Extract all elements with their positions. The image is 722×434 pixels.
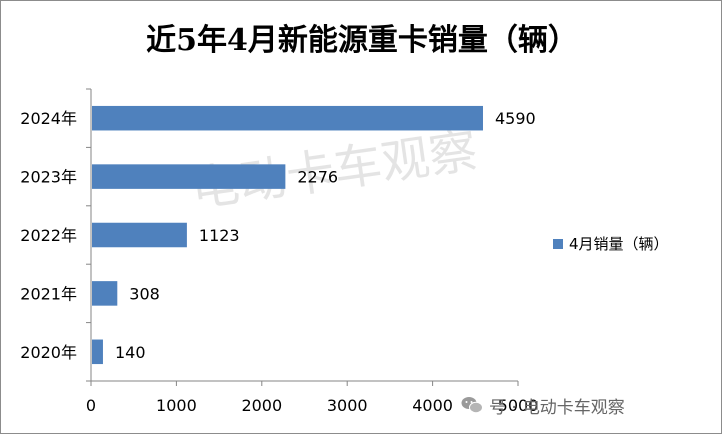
category-label: 2022年 xyxy=(20,226,77,245)
footer-prefix: 号 · xyxy=(489,397,517,418)
wechat-icon xyxy=(461,397,483,414)
data-label: 4590 xyxy=(495,109,536,128)
category-label: 2024年 xyxy=(20,109,77,128)
x-tick-label: 3000 xyxy=(327,396,368,415)
category-label: 2023年 xyxy=(20,168,77,187)
x-tick-label: 1000 xyxy=(156,396,197,415)
x-tick-label: 0 xyxy=(86,396,96,415)
bar xyxy=(92,281,118,306)
data-label: 1123 xyxy=(199,226,240,245)
chart-title: 近5年4月新能源重卡销量（辆） xyxy=(146,23,578,58)
legend: 4月销量（辆） xyxy=(553,233,669,254)
x-tick-label: 4000 xyxy=(412,396,453,415)
bar xyxy=(92,222,187,248)
category-label: 2021年 xyxy=(20,284,77,303)
bar xyxy=(92,164,286,189)
data-label: 308 xyxy=(129,284,160,303)
footer-source: 号 · 电动卡车观察 xyxy=(461,394,625,418)
x-tick-label: 5000 xyxy=(498,396,539,415)
data-label: 2276 xyxy=(297,168,338,187)
legend-swatch xyxy=(553,238,563,249)
x-tick-label: 2000 xyxy=(241,396,282,415)
bar xyxy=(92,339,103,365)
legend-label: 4月销量（辆） xyxy=(569,235,669,253)
bar xyxy=(92,105,483,131)
footer-account-name: 电动卡车观察 xyxy=(522,397,625,418)
data-label: 140 xyxy=(115,343,146,362)
category-label: 2020年 xyxy=(20,343,77,362)
